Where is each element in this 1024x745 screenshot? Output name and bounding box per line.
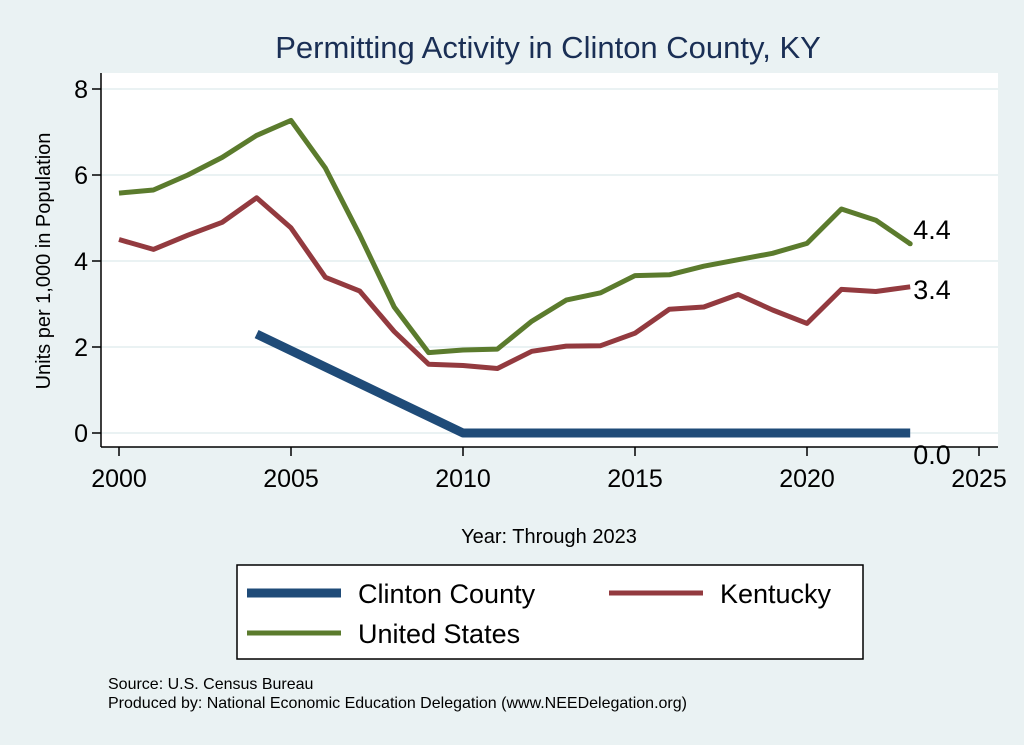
y-tick-label-8: 8 [74, 76, 88, 104]
legend-label-clinton-county: Clinton County [358, 579, 536, 609]
source-note: Source: U.S. Census Bureau [108, 676, 313, 693]
plot-area [101, 73, 998, 447]
y-axis-label: Units per 1,000 in Population [33, 133, 55, 390]
x-tick-label-2020: 2020 [779, 465, 835, 493]
legend-box [236, 564, 864, 660]
legend-label-united-states: United States [358, 619, 520, 649]
x-axis-label: Year: Through 2023 [461, 526, 637, 548]
chart-title: Permitting Activity in Clinton County, K… [275, 30, 821, 65]
legend: Clinton County Kentucky United States [236, 564, 864, 660]
end-label-clinton-county: 0.0 [913, 440, 951, 470]
series-line-kentucky [118, 195, 911, 371]
x-tick-label-2005: 2005 [263, 465, 319, 493]
y-tick-label-2: 2 [74, 334, 88, 362]
series-line-united-states [118, 117, 912, 356]
series-layer [118, 117, 913, 438]
point-united-states-2023 [907, 241, 913, 247]
x-tick-label-2025: 2025 [951, 465, 1007, 493]
legend-label-kentucky: Kentucky [720, 579, 832, 609]
end-label-united-states: 4.4 [913, 215, 951, 245]
x-tick-label-2010: 2010 [435, 465, 491, 493]
x-axis-ticks: 2000 2005 2010 2015 2020 2025 [91, 447, 1007, 493]
y-tick-label-0: 0 [74, 420, 88, 448]
y-tick-label-4: 4 [74, 248, 88, 276]
y-tick-label-6: 6 [74, 162, 88, 190]
y-axis-ticks: 0 2 4 6 8 [74, 76, 101, 448]
end-label-kentucky: 3.4 [913, 275, 951, 305]
produced-by-note: Produced by: National Economic Education… [108, 695, 687, 712]
axes [100, 73, 998, 448]
end-labels: 4.4 3.4 0.0 [913, 215, 951, 470]
x-tick-label-2000: 2000 [91, 465, 147, 493]
x-tick-label-2015: 2015 [607, 465, 663, 493]
